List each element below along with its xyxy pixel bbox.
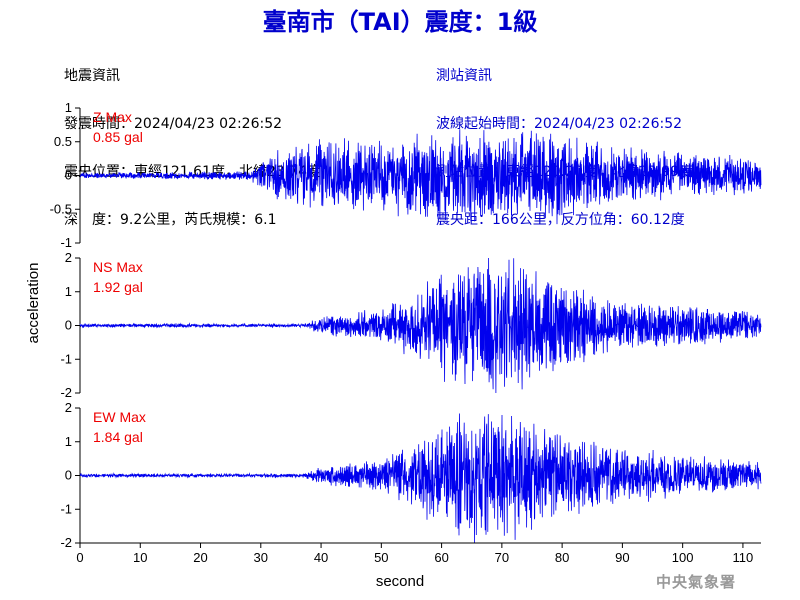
trace-ns [79,257,762,394]
max-label-ns: NS Max [93,259,143,275]
x-tick-label: 80 [555,550,569,565]
trace-ew [79,413,762,544]
y-tick-label: -0.5 [50,201,72,216]
earthquake-info-heading: 地震資訊 [64,68,120,84]
origin-time: 發震時間：2024/04/23 02:26:52 [64,116,283,132]
max-value-ew: 1.84 gal [93,429,143,445]
max-value-z: 0.85 gal [93,129,143,145]
page-title: 臺南市（TAI）震度：1級 [262,8,538,36]
x-tick-label: 100 [672,550,694,565]
x-tick-label: 90 [615,550,629,565]
y-tick-label: 1 [65,284,72,299]
y-tick-label: -1 [60,351,72,366]
y-tick-label: 0 [65,168,72,183]
y-tick-label: 0 [65,468,72,483]
x-tick-label: 110 [733,550,754,565]
trace-z [79,129,762,225]
x-tick-label: 0 [76,550,83,565]
y-tick-label: 0 [65,318,72,333]
y-tick-label: 0.5 [54,134,72,149]
x-tick-label: 60 [434,550,448,565]
x-tick-label: 30 [254,550,268,565]
station-info-heading: 測站資訊 [436,68,492,84]
x-axis-label: second [376,573,424,590]
y-tick-label: 1 [65,434,72,449]
y-tick-label: -1 [60,235,72,250]
y-tick-label: -1 [60,501,72,516]
max-value-ns: 1.92 gal [93,279,143,295]
x-tick-label: 20 [193,550,207,565]
epicentral-distance: 震央距：166公里，反方位角：60.12度 [436,212,685,228]
y-tick-label: 2 [65,250,72,265]
x-tick-label: 10 [133,550,147,565]
agency-footer: 中央氣象署 [656,573,737,591]
depth-magnitude: 深 度：9.2公里，芮氏規模：6.1 [64,212,277,228]
y-tick-label: -2 [60,385,72,400]
y-tick-label: 2 [65,400,72,415]
x-tick-label: 70 [495,550,509,565]
max-label-ew: EW Max [93,409,146,425]
y-axis-label: acceleration [25,263,42,344]
x-tick-label: 40 [314,550,328,565]
max-label-z: Z Max [93,109,132,125]
y-tick-label: 1 [65,100,72,115]
arrival-time: 波線起始時間：2024/04/23 02:26:52 [436,116,683,132]
earthquake-info: 地震資訊 發震時間：2024/04/23 02:26:52 震央位置：東經121… [64,36,321,244]
x-tick-label: 50 [374,550,388,565]
y-tick-label: -2 [60,535,72,550]
